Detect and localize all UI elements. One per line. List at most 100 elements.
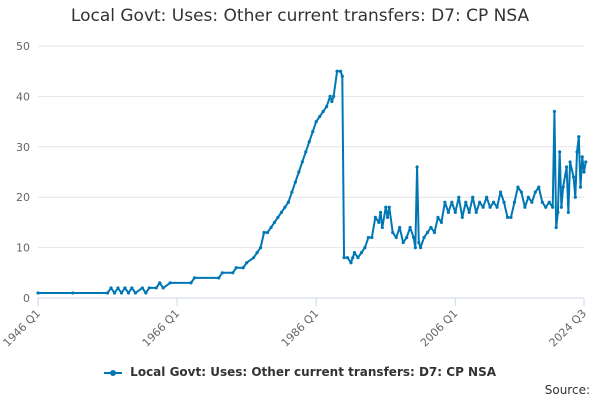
data-point[interactable]: [356, 256, 360, 260]
data-point[interactable]: [189, 281, 193, 285]
data-point[interactable]: [109, 286, 113, 290]
data-point[interactable]: [578, 185, 583, 189]
data-point[interactable]: [144, 291, 148, 295]
data-point[interactable]: [547, 200, 551, 204]
data-point[interactable]: [325, 104, 329, 109]
data-point[interactable]: [422, 235, 426, 240]
data-point[interactable]: [335, 69, 339, 73]
data-point[interactable]: [349, 261, 353, 265]
data-point[interactable]: [265, 230, 270, 235]
data-point[interactable]: [559, 205, 563, 209]
data-point[interactable]: [391, 230, 395, 235]
data-point[interactable]: [439, 220, 444, 224]
data-point[interactable]: [304, 150, 308, 154]
data-point[interactable]: [481, 205, 485, 209]
data-point[interactable]: [269, 225, 273, 230]
data-point[interactable]: [161, 286, 165, 290]
data-point[interactable]: [544, 205, 548, 209]
data-point[interactable]: [255, 251, 259, 255]
data-point[interactable]: [565, 165, 569, 169]
data-point[interactable]: [453, 210, 457, 214]
data-point[interactable]: [321, 109, 325, 114]
data-point[interactable]: [474, 210, 478, 214]
data-point[interactable]: [272, 220, 277, 224]
data-point[interactable]: [573, 195, 577, 199]
data-point[interactable]: [582, 170, 586, 174]
data-point[interactable]: [568, 160, 572, 164]
data-point[interactable]: [394, 235, 398, 240]
data-point[interactable]: [488, 205, 492, 209]
data-point[interactable]: [318, 114, 322, 119]
data-point[interactable]: [192, 276, 197, 280]
data-point[interactable]: [425, 230, 430, 235]
data-point[interactable]: [351, 256, 355, 260]
data-point[interactable]: [373, 215, 377, 219]
data-point[interactable]: [551, 205, 555, 209]
data-point[interactable]: [154, 286, 158, 290]
data-point[interactable]: [231, 271, 235, 275]
data-point[interactable]: [418, 246, 423, 250]
data-point[interactable]: [408, 225, 412, 230]
data-point[interactable]: [112, 291, 117, 295]
data-point[interactable]: [133, 291, 137, 295]
data-point[interactable]: [345, 256, 350, 260]
data-point[interactable]: [311, 130, 315, 134]
data-point[interactable]: [297, 170, 301, 174]
data-point[interactable]: [370, 235, 374, 240]
data-point[interactable]: [217, 276, 221, 280]
data-point[interactable]: [340, 74, 344, 78]
data-point[interactable]: [286, 200, 290, 204]
data-point[interactable]: [554, 225, 558, 230]
data-point[interactable]: [561, 185, 565, 189]
data-point[interactable]: [283, 205, 287, 209]
data-point[interactable]: [446, 210, 450, 214]
data-point[interactable]: [415, 165, 419, 169]
data-point[interactable]: [478, 200, 482, 204]
data-point[interactable]: [130, 286, 134, 290]
data-point[interactable]: [126, 291, 131, 295]
data-point[interactable]: [495, 205, 499, 209]
data-point[interactable]: [405, 235, 409, 240]
data-point[interactable]: [258, 246, 263, 250]
data-point[interactable]: [385, 215, 390, 219]
data-point[interactable]: [429, 225, 433, 230]
data-point[interactable]: [398, 225, 402, 230]
data-point[interactable]: [314, 120, 318, 124]
data-point[interactable]: [526, 195, 530, 199]
data-point[interactable]: [457, 195, 461, 199]
data-point[interactable]: [234, 266, 238, 270]
data-point[interactable]: [411, 235, 416, 240]
data-point[interactable]: [502, 200, 506, 204]
data-point[interactable]: [252, 256, 256, 260]
data-point[interactable]: [533, 190, 537, 194]
data-point[interactable]: [471, 195, 475, 199]
data-point[interactable]: [464, 200, 468, 204]
data-point[interactable]: [380, 225, 384, 230]
data-point[interactable]: [505, 215, 510, 219]
data-point[interactable]: [290, 190, 294, 194]
data-point[interactable]: [366, 235, 370, 240]
data-point[interactable]: [460, 215, 464, 219]
data-point[interactable]: [158, 281, 162, 285]
data-point[interactable]: [147, 286, 151, 290]
data-point[interactable]: [105, 291, 110, 295]
data-point[interactable]: [509, 215, 513, 219]
data-point[interactable]: [220, 271, 224, 275]
data-point[interactable]: [279, 210, 284, 214]
data-point[interactable]: [432, 230, 437, 235]
data-point[interactable]: [530, 200, 534, 204]
data-point[interactable]: [491, 200, 496, 204]
legend[interactable]: Local Govt: Uses: Other current transfer…: [0, 365, 600, 379]
data-point[interactable]: [328, 94, 332, 98]
data-point[interactable]: [377, 220, 381, 224]
data-point[interactable]: [571, 175, 576, 179]
data-point[interactable]: [584, 160, 588, 164]
data-point[interactable]: [498, 190, 503, 194]
data-point[interactable]: [387, 205, 391, 209]
data-point[interactable]: [300, 160, 304, 164]
data-point[interactable]: [241, 266, 245, 270]
data-point[interactable]: [558, 150, 562, 154]
data-point[interactable]: [363, 246, 367, 250]
data-point[interactable]: [276, 215, 280, 219]
data-point[interactable]: [556, 210, 560, 214]
